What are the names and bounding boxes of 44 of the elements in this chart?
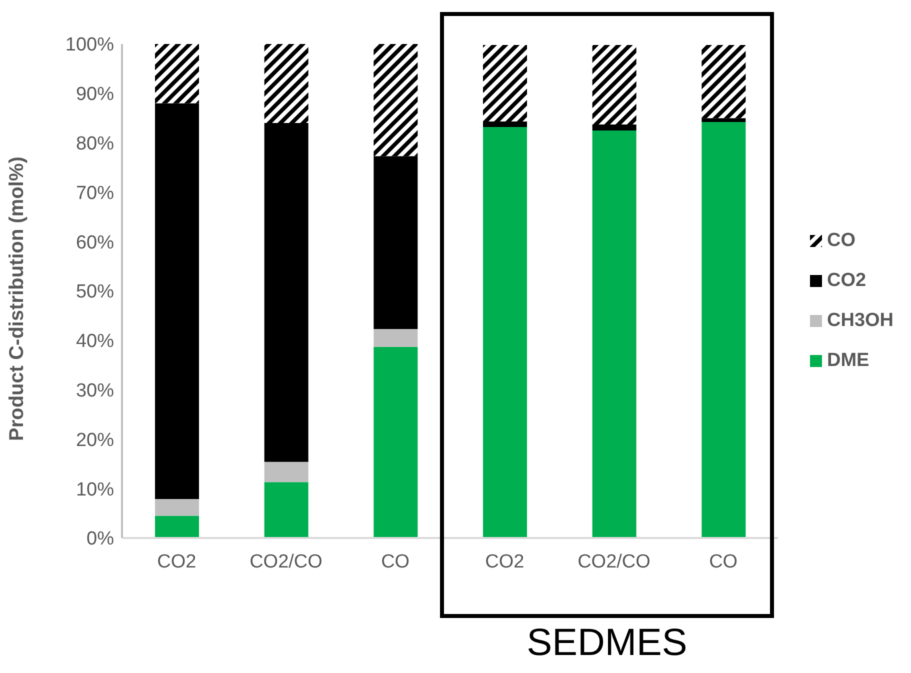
y-tick-label: 0% — [86, 528, 114, 550]
bar — [155, 516, 199, 538]
x-tick-label: CO2/CO — [578, 551, 650, 572]
x-tick-label: CO2 — [157, 551, 196, 572]
bar — [592, 44, 636, 125]
x-tick-label: CO — [709, 551, 738, 572]
bar — [483, 122, 527, 127]
y-tick-label: 30% — [76, 380, 114, 402]
y-tick-label: 40% — [76, 331, 114, 352]
bar — [702, 44, 746, 118]
bar — [592, 130, 636, 538]
bar — [155, 498, 199, 516]
y-tick-label: 70% — [76, 182, 114, 204]
legend-label: CH3OH — [827, 310, 894, 332]
y-axis-title: Product C-distribution (mol%) — [6, 156, 28, 441]
y-tick-label: 80% — [76, 134, 114, 155]
y-tick-label: 90% — [76, 84, 114, 106]
bar — [374, 156, 418, 330]
y-tick-label: 60% — [76, 232, 114, 254]
bar — [374, 329, 418, 347]
bar — [264, 482, 308, 538]
legend-label: DME — [827, 350, 870, 372]
bar — [264, 44, 308, 124]
bar — [155, 103, 199, 499]
bar — [374, 44, 418, 156]
legend-label: CO2 — [827, 270, 866, 292]
x-tick-label: CO2/CO — [250, 551, 322, 572]
bar — [592, 124, 636, 130]
bar — [264, 123, 308, 462]
y-tick-label: 100% — [65, 34, 114, 56]
bar — [155, 44, 199, 104]
y-tick-label: 50% — [76, 282, 114, 303]
bar — [264, 462, 308, 482]
bar — [483, 126, 527, 538]
text: SEDMES — [526, 622, 688, 665]
legend-label: CO — [827, 230, 856, 252]
y-tick-label: 20% — [76, 430, 114, 451]
x-tick-label: CO2 — [485, 551, 524, 572]
y-tick-label: 10% — [76, 479, 114, 500]
bar — [702, 122, 746, 538]
bar — [483, 44, 527, 122]
bar — [702, 118, 746, 122]
bar — [374, 346, 418, 538]
x-tick-label: CO — [381, 551, 410, 572]
